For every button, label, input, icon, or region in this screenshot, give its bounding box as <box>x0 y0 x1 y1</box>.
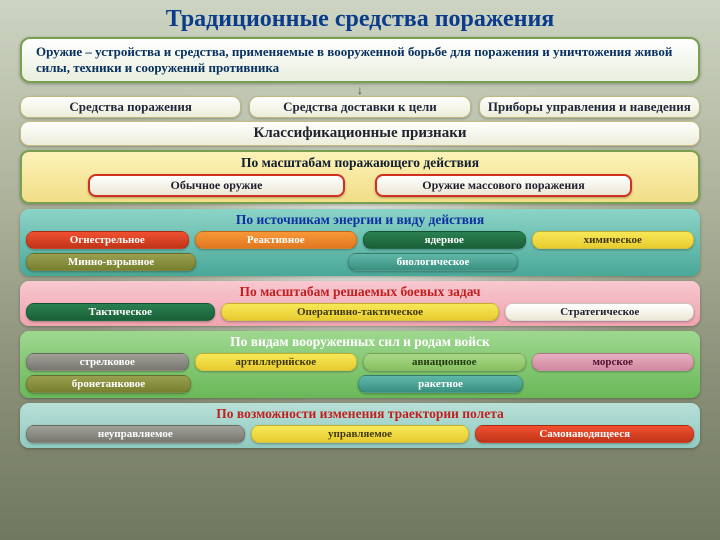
chip: ракетное <box>358 375 523 393</box>
chip: Оружие массового поражения <box>375 174 632 197</box>
chip: стрелковое <box>26 353 189 371</box>
chip: Минно-взрывное <box>26 253 196 271</box>
chip: Тактическое <box>26 303 215 321</box>
section-combat-scale: По масштабам решаемых боевых задач Такти… <box>20 281 700 326</box>
chip: бронетанковое <box>26 375 191 393</box>
chip: Оперативно-тактическое <box>221 303 500 321</box>
chip: Реактивное <box>195 231 358 249</box>
section-energy-source: По источникам энергии и виду действия Ог… <box>20 209 700 276</box>
component-b: Средства доставки к цели <box>249 96 470 118</box>
chip: Самонаводящееся <box>475 425 694 443</box>
section-header: По источникам энергии и виду действия <box>26 212 694 228</box>
chip: морское <box>532 353 695 371</box>
chip: авиационное <box>363 353 526 371</box>
section-trajectory: По возможности изменения траектории поле… <box>20 403 700 448</box>
chip: Стратегическое <box>505 303 694 321</box>
section-scale-effect: По масштабам поражающего действия Обычно… <box>20 150 700 204</box>
section-armed-forces: По видам вооруженных сил и родам войск с… <box>20 331 700 398</box>
chip: управляемое <box>251 425 470 443</box>
chip: неуправляемое <box>26 425 245 443</box>
chip: химическое <box>532 231 695 249</box>
chip: Огнестрельное <box>26 231 189 249</box>
section-header: По возможности изменения траектории поле… <box>26 406 694 422</box>
section-header: По масштабам поражающего действия <box>28 155 692 171</box>
component-c: Приборы управления и наведения <box>479 96 700 118</box>
definition-box: Оружие – устройства и средства, применяе… <box>20 37 700 83</box>
component-a: Средства поражения <box>20 96 241 118</box>
chip: биологическое <box>348 253 518 271</box>
section-header: По видам вооруженных сил и родам войск <box>26 334 694 350</box>
classification-header: Классификационные признаки <box>20 121 700 146</box>
section-header: По масштабам решаемых боевых задач <box>26 284 694 300</box>
chip: ядерное <box>363 231 526 249</box>
chip: артиллерийское <box>195 353 358 371</box>
chip: Обычное оружие <box>88 174 345 197</box>
page-title: Традиционные средства поражения <box>14 6 706 33</box>
arrow-icon: ↓ <box>14 86 706 96</box>
